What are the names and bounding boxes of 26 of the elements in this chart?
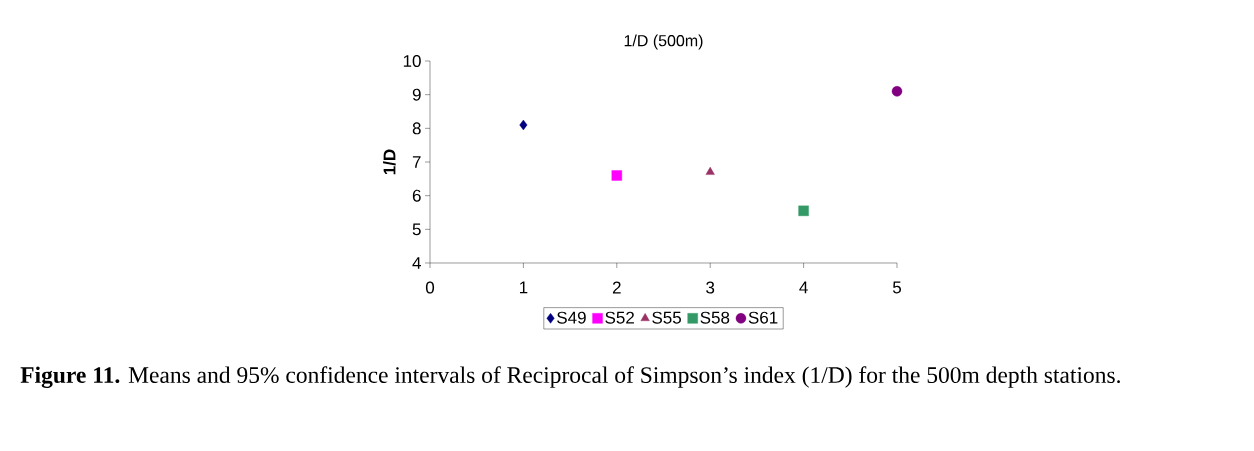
legend-label: S61 [748, 311, 778, 324]
point [611, 170, 623, 181]
y-tick-label: 5 [412, 223, 421, 236]
legend-label: S55 [652, 311, 681, 324]
legend-label: S52 [605, 311, 634, 324]
y-tick-label: 8 [412, 122, 421, 135]
x-tick-label: 2 [612, 281, 621, 294]
legend-label: S49 [557, 311, 586, 324]
y-tick-label: 6 [412, 189, 421, 202]
y-tick-label: 10 [403, 54, 421, 68]
y-tick-label: 7 [412, 156, 421, 168]
x-tick-label: 5 [892, 281, 902, 294]
x-tick-label: 4 [799, 281, 808, 294]
x-tick-label: 0 [425, 281, 435, 294]
chart-title: 1/D (500m) [624, 34, 703, 50]
y-tick-label: 9 [412, 88, 421, 101]
x-tick-label: 1 [519, 281, 528, 294]
legend-label: S58 [700, 311, 730, 324]
point [891, 86, 903, 97]
y-tick-label: 4 [412, 257, 421, 269]
point [519, 119, 528, 131]
point [705, 166, 715, 175]
point [798, 205, 809, 217]
text: Figure 11. Means and 95% confidence intervals of Reciprocal of Simpson’s index (1/D) for the 500m depth stations. [20, 366, 1120, 388]
y-axis-title: 1/D [383, 149, 396, 175]
x-tick-label: 3 [706, 281, 715, 294]
